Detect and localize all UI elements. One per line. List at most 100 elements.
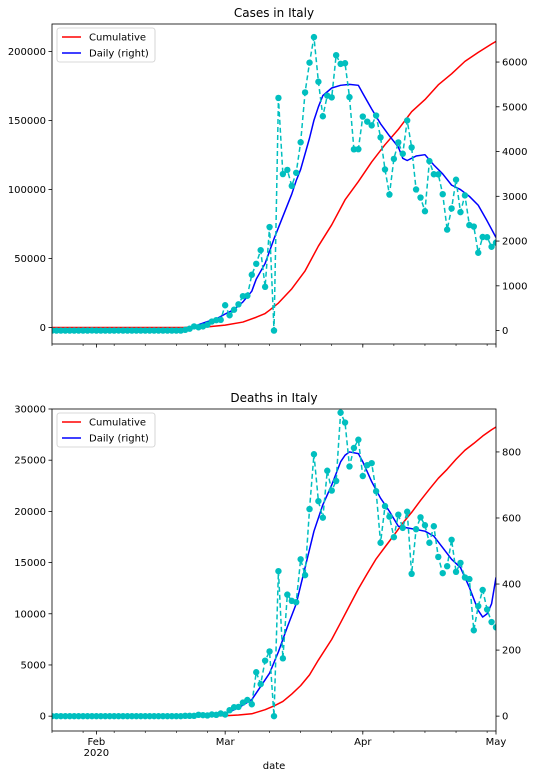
data-point-daily-raw-7	[79, 327, 87, 334]
data-point-daily-raw-44	[244, 292, 251, 299]
data-point-daily-raw-4	[66, 327, 73, 334]
plot-area	[52, 409, 496, 720]
data-point-daily-raw-46	[253, 669, 260, 676]
data-point-daily-raw-75	[381, 166, 389, 173]
data-point-daily-raw-92	[457, 559, 464, 567]
data-point-daily-raw-63	[328, 94, 335, 101]
data-point-daily-raw-22	[146, 712, 153, 720]
series-line-cumulative	[52, 40, 496, 329]
y-right-tick-label-1: 200	[502, 646, 521, 657]
data-point-daily-raw-81	[408, 570, 415, 577]
data-point-daily-raw-42	[235, 703, 242, 711]
data-point-daily-raw-20	[137, 327, 144, 334]
data-point-daily-raw-53	[284, 591, 291, 598]
data-point-daily-raw-14	[110, 327, 118, 334]
data-point-daily-raw-23	[150, 712, 158, 720]
data-point-daily-raw-6	[75, 327, 82, 334]
data-point-daily-raw-2	[57, 327, 65, 334]
data-point-daily-raw-31	[186, 712, 193, 720]
y-right-tick-label-1: 1000	[502, 281, 527, 292]
legend-box	[56, 412, 156, 448]
data-point-daily-raw-60	[315, 78, 322, 85]
data-point-daily-raw-19	[133, 327, 140, 334]
data-point-daily-raw-84	[421, 522, 429, 529]
data-point-daily-raw-50	[270, 327, 278, 334]
legend-label-0: Cumulative	[89, 418, 146, 429]
x-tick-label-1: Mar	[216, 737, 236, 748]
data-point-daily-raw-8	[84, 712, 91, 720]
data-point-daily-raw-2	[57, 712, 65, 720]
data-point-daily-raw-44	[244, 696, 251, 704]
x-axis-label: date	[263, 761, 286, 772]
data-point-daily-raw-70	[359, 472, 366, 480]
data-point-daily-raw-100	[492, 239, 496, 246]
data-point-daily-raw-83	[417, 514, 424, 521]
data-point-daily-raw-99	[488, 243, 495, 250]
data-point-daily-raw-79	[399, 150, 406, 157]
data-point-daily-raw-89	[443, 563, 451, 570]
data-point-daily-raw-16	[119, 327, 127, 334]
y-left-tick-label-1: 50000	[14, 254, 46, 265]
data-point-daily-raw-11	[97, 327, 105, 334]
data-point-daily-raw-27	[168, 712, 176, 720]
data-point-daily-raw-72	[368, 122, 375, 129]
data-point-daily-raw-15	[115, 712, 122, 720]
y-right-tick-label-5: 5000	[502, 102, 527, 113]
data-point-daily-raw-54	[288, 182, 295, 190]
data-point-daily-raw-49	[266, 648, 273, 655]
data-point-daily-raw-5	[71, 327, 78, 334]
y-left-tick-label-2: 100000	[8, 185, 46, 196]
data-point-daily-raw-56	[297, 139, 304, 146]
data-point-daily-raw-3	[62, 327, 69, 334]
data-point-daily-raw-57	[301, 571, 309, 579]
legend-label-1: Daily (right)	[89, 434, 149, 445]
data-point-daily-raw-87	[435, 171, 442, 178]
data-point-daily-raw-38	[217, 316, 224, 324]
y-right-tick-label-0: 0	[502, 326, 508, 337]
data-point-daily-raw-40	[226, 312, 233, 319]
data-point-daily-raw-84	[421, 208, 429, 215]
data-point-daily-raw-1	[53, 327, 60, 334]
data-point-daily-raw-6	[75, 712, 82, 720]
data-point-daily-raw-96	[475, 602, 482, 610]
data-point-daily-raw-18	[128, 712, 136, 720]
data-point-daily-raw-62	[324, 467, 331, 474]
data-point-daily-raw-80	[404, 117, 411, 124]
y-right-tick-label-2: 400	[502, 580, 521, 591]
data-point-daily-raw-25	[159, 327, 167, 334]
data-point-daily-raw-95	[470, 223, 477, 230]
data-point-daily-raw-8	[84, 327, 91, 334]
data-point-daily-raw-66	[341, 419, 349, 426]
series-line-cumulative	[52, 426, 496, 717]
series-line-daily	[52, 83, 496, 332]
y-right-tick-label-6: 6000	[502, 58, 527, 69]
data-point-daily-raw-65	[337, 409, 344, 416]
data-point-daily-raw-74	[377, 539, 384, 546]
y-right-tick-label-4: 800	[502, 447, 521, 458]
data-point-daily-raw-7	[79, 712, 87, 720]
y-left-tick-label-0: 0	[40, 323, 46, 334]
y-left-tick-label-3: 15000	[14, 558, 46, 569]
data-point-daily-raw-94	[466, 575, 473, 583]
data-point-daily-raw-59	[310, 33, 318, 41]
data-point-daily-raw-5	[71, 712, 78, 720]
data-point-daily-raw-86	[430, 523, 438, 530]
data-point-daily-raw-53	[284, 166, 291, 174]
data-point-daily-raw-9	[88, 327, 96, 334]
data-point-daily-raw-88	[439, 191, 446, 198]
data-point-daily-raw-67	[346, 93, 353, 101]
data-point-daily-raw-10	[93, 712, 100, 720]
data-point-daily-raw-97	[479, 586, 486, 594]
data-point-daily-raw-47	[257, 246, 264, 254]
data-point-daily-raw-68	[350, 444, 358, 452]
data-point-daily-raw-21	[142, 327, 149, 334]
data-point-daily-raw-26	[164, 327, 171, 334]
data-point-daily-raw-60	[315, 497, 322, 505]
data-point-daily-raw-56	[297, 556, 304, 563]
y-left-tick-label-6: 30000	[14, 405, 46, 416]
data-point-daily-raw-78	[395, 139, 402, 146]
data-point-daily-raw-96	[475, 249, 482, 256]
y-left-tick-label-4: 20000	[14, 507, 46, 518]
y-right-tick-label-3: 600	[502, 513, 521, 524]
